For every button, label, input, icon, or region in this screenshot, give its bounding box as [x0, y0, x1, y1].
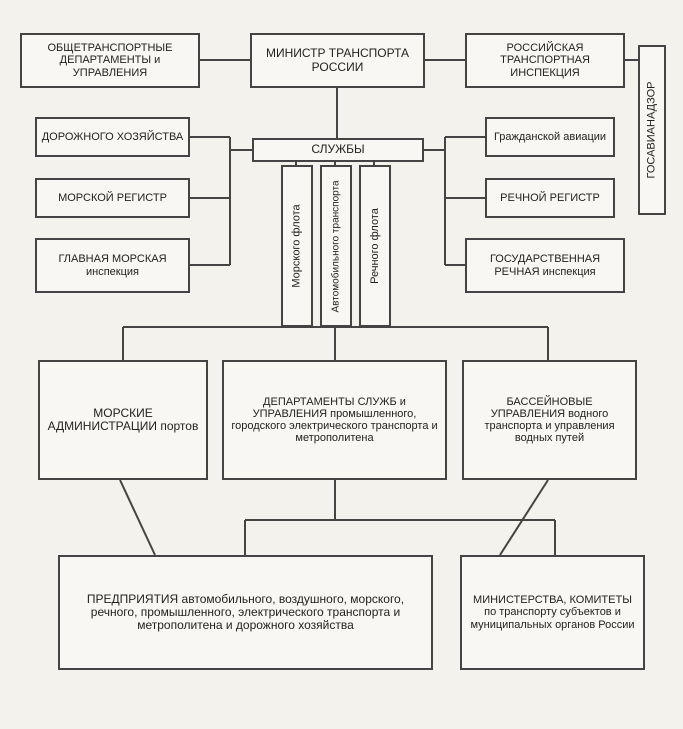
node-row3-right: РЕЧНОЙ РЕГИСТР [485, 178, 615, 218]
node-services: СЛУЖБЫ [252, 138, 424, 162]
node-vert-river: Речного флота [359, 165, 391, 327]
label: ДЕПАРТАМЕНТЫ СЛУЖБ и УПРАВЛЕНИЯ промышле… [228, 396, 441, 444]
node-top-center: МИНИСТР ТРАНСПОРТА РОССИИ [250, 33, 425, 88]
node-gosavianadzor: ГОСАВИАНАДЗОР [638, 45, 666, 215]
node-bottom-left: ПРЕДПРИЯТИЯ автомобильного, воздушного, … [58, 555, 433, 670]
label: Морского флота [291, 204, 303, 287]
label: БАССЕЙНОВЫЕ УПРАВЛЕНИЯ водного транспорт… [468, 396, 631, 444]
label: ГЛАВНАЯ МОРСКАЯ инспекция [41, 253, 184, 277]
node-mid-left: МОРСКИЕ АДМИНИСТРАЦИИ портов [38, 360, 208, 480]
label: ОБЩЕТРАНСПОРТНЫЕ ДЕПАРТАМЕНТЫ и УПРАВЛЕН… [26, 42, 194, 78]
label: МОРСКОЙ РЕГИСТР [58, 192, 167, 204]
node-row4-right: ГОСУДАРСТВЕННАЯ РЕЧНАЯ инспекция [465, 238, 625, 293]
org-chart: ОБЩЕТРАНСПОРТНЫЕ ДЕПАРТАМЕНТЫ и УПРАВЛЕН… [0, 0, 683, 729]
label: ДОРОЖНОГО ХОЗЯЙСТВА [42, 131, 184, 143]
label: ГОСУДАРСТВЕННАЯ РЕЧНАЯ инспекция [471, 253, 619, 277]
node-row3-left: МОРСКОЙ РЕГИСТР [35, 178, 190, 218]
node-row2-left: ДОРОЖНОГО ХОЗЯЙСТВА [35, 117, 190, 157]
label: РЕЧНОЙ РЕГИСТР [500, 192, 600, 204]
label: СЛУЖБЫ [311, 143, 364, 156]
label: Гражданской авиации [494, 131, 606, 143]
label: МИНИСТР ТРАНСПОРТА РОССИИ [256, 47, 419, 73]
node-vert-auto: Автомобильного транспорта [320, 165, 352, 327]
label: Речного флота [369, 208, 381, 284]
node-bottom-right: МИНИСТЕРСТВА, КОМИТЕТЫ по транспорту суб… [460, 555, 645, 670]
label: ПРЕДПРИЯТИЯ автомобильного, воздушного, … [64, 593, 427, 633]
node-vert-maritime: Морского флота [281, 165, 313, 327]
node-top-left: ОБЩЕТРАНСПОРТНЫЕ ДЕПАРТАМЕНТЫ и УПРАВЛЕН… [20, 33, 200, 88]
label: Автомобильного транспорта [331, 180, 342, 312]
node-mid-right: БАССЕЙНОВЫЕ УПРАВЛЕНИЯ водного транспорт… [462, 360, 637, 480]
label: РОССИЙСКАЯ ТРАНСПОРТНАЯ ИНСПЕКЦИЯ [471, 42, 619, 78]
node-row2-right: Гражданской авиации [485, 117, 615, 157]
node-top-right: РОССИЙСКАЯ ТРАНСПОРТНАЯ ИНСПЕКЦИЯ [465, 33, 625, 88]
node-mid-center: ДЕПАРТАМЕНТЫ СЛУЖБ и УПРАВЛЕНИЯ промышле… [222, 360, 447, 480]
label: ГОСАВИАНАДЗОР [646, 81, 658, 178]
node-row4-left: ГЛАВНАЯ МОРСКАЯ инспекция [35, 238, 190, 293]
label: МИНИСТЕРСТВА, КОМИТЕТЫ по транспорту суб… [466, 594, 639, 630]
label: МОРСКИЕ АДМИНИСТРАЦИИ портов [44, 407, 202, 433]
